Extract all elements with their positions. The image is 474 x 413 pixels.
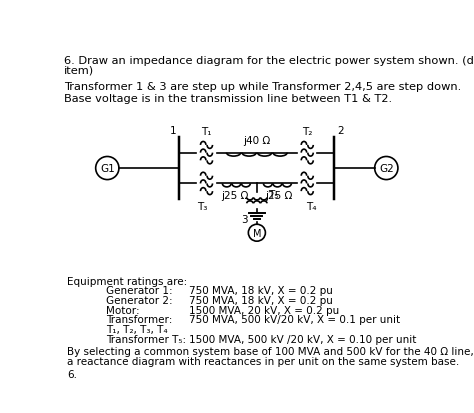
Text: T₃: T₃	[198, 202, 208, 211]
Text: G2: G2	[379, 164, 394, 173]
Text: Transformer 1 & 3 are step up while Transformer 2,4,5 are step down.: Transformer 1 & 3 are step up while Tran…	[64, 82, 461, 92]
Text: 3: 3	[241, 215, 247, 225]
Text: Transformer T₅:: Transformer T₅:	[106, 334, 186, 344]
Text: 750 MVA, 18 kV, X = 0.2 pu: 750 MVA, 18 kV, X = 0.2 pu	[190, 286, 333, 296]
Text: 6. Draw an impedance diagram for the electric power system shown. (difficult: 6. Draw an impedance diagram for the ele…	[64, 56, 474, 66]
Text: 750 MVA, 18 kV, X = 0.2 pu: 750 MVA, 18 kV, X = 0.2 pu	[190, 295, 333, 305]
Text: 1: 1	[170, 126, 176, 135]
Text: Transformer:: Transformer:	[106, 315, 172, 325]
Text: 1500 MVA, 20 kV, X = 0.2 pu: 1500 MVA, 20 kV, X = 0.2 pu	[190, 305, 340, 315]
Text: 6.: 6.	[67, 370, 77, 380]
Text: G1: G1	[100, 164, 115, 173]
Text: Generator 1:: Generator 1:	[106, 286, 173, 296]
Text: j40 Ω: j40 Ω	[243, 135, 271, 145]
Text: T₁: T₁	[201, 126, 212, 136]
Text: Base voltage is in the transmission line between T1 & T2.: Base voltage is in the transmission line…	[64, 93, 392, 103]
Text: T₄: T₄	[306, 202, 316, 211]
Text: 1500 MVA, 500 kV /20 kV, X = 0.10 per unit: 1500 MVA, 500 kV /20 kV, X = 0.10 per un…	[190, 334, 417, 344]
Text: j25 Ω: j25 Ω	[265, 191, 292, 201]
Text: a reactance diagram with reactances in per unit on the same system base.: a reactance diagram with reactances in p…	[67, 356, 459, 366]
Text: T₂: T₂	[302, 126, 312, 136]
Text: 750 MVA, 500 kV/20 kV, X = 0.1 per unit: 750 MVA, 500 kV/20 kV, X = 0.1 per unit	[190, 315, 401, 325]
Text: M: M	[253, 228, 261, 238]
Text: By selecting a common system base of 100 MVA and 500 kV for the 40 Ω line, draw: By selecting a common system base of 100…	[67, 347, 474, 356]
Text: 2: 2	[337, 126, 344, 135]
Text: item): item)	[64, 66, 94, 76]
Text: T₅: T₅	[268, 190, 278, 200]
Text: Equipment ratings are:: Equipment ratings are:	[67, 276, 187, 286]
Text: j25 Ω: j25 Ω	[221, 191, 248, 201]
Text: T₁, T₂, T₃, T₄: T₁, T₂, T₃, T₄	[106, 324, 167, 334]
Text: Motor:: Motor:	[106, 305, 139, 315]
Text: Generator 2:: Generator 2:	[106, 295, 173, 305]
